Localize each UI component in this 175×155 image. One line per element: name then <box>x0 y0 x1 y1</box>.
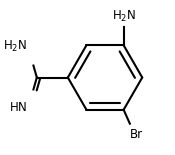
Text: $\mathregular{H_2N}$: $\mathregular{H_2N}$ <box>112 9 136 24</box>
Text: $\mathregular{HN}$: $\mathregular{HN}$ <box>9 101 27 114</box>
Text: $\mathregular{H_2N}$: $\mathregular{H_2N}$ <box>3 39 27 54</box>
Text: Br: Br <box>130 128 143 141</box>
